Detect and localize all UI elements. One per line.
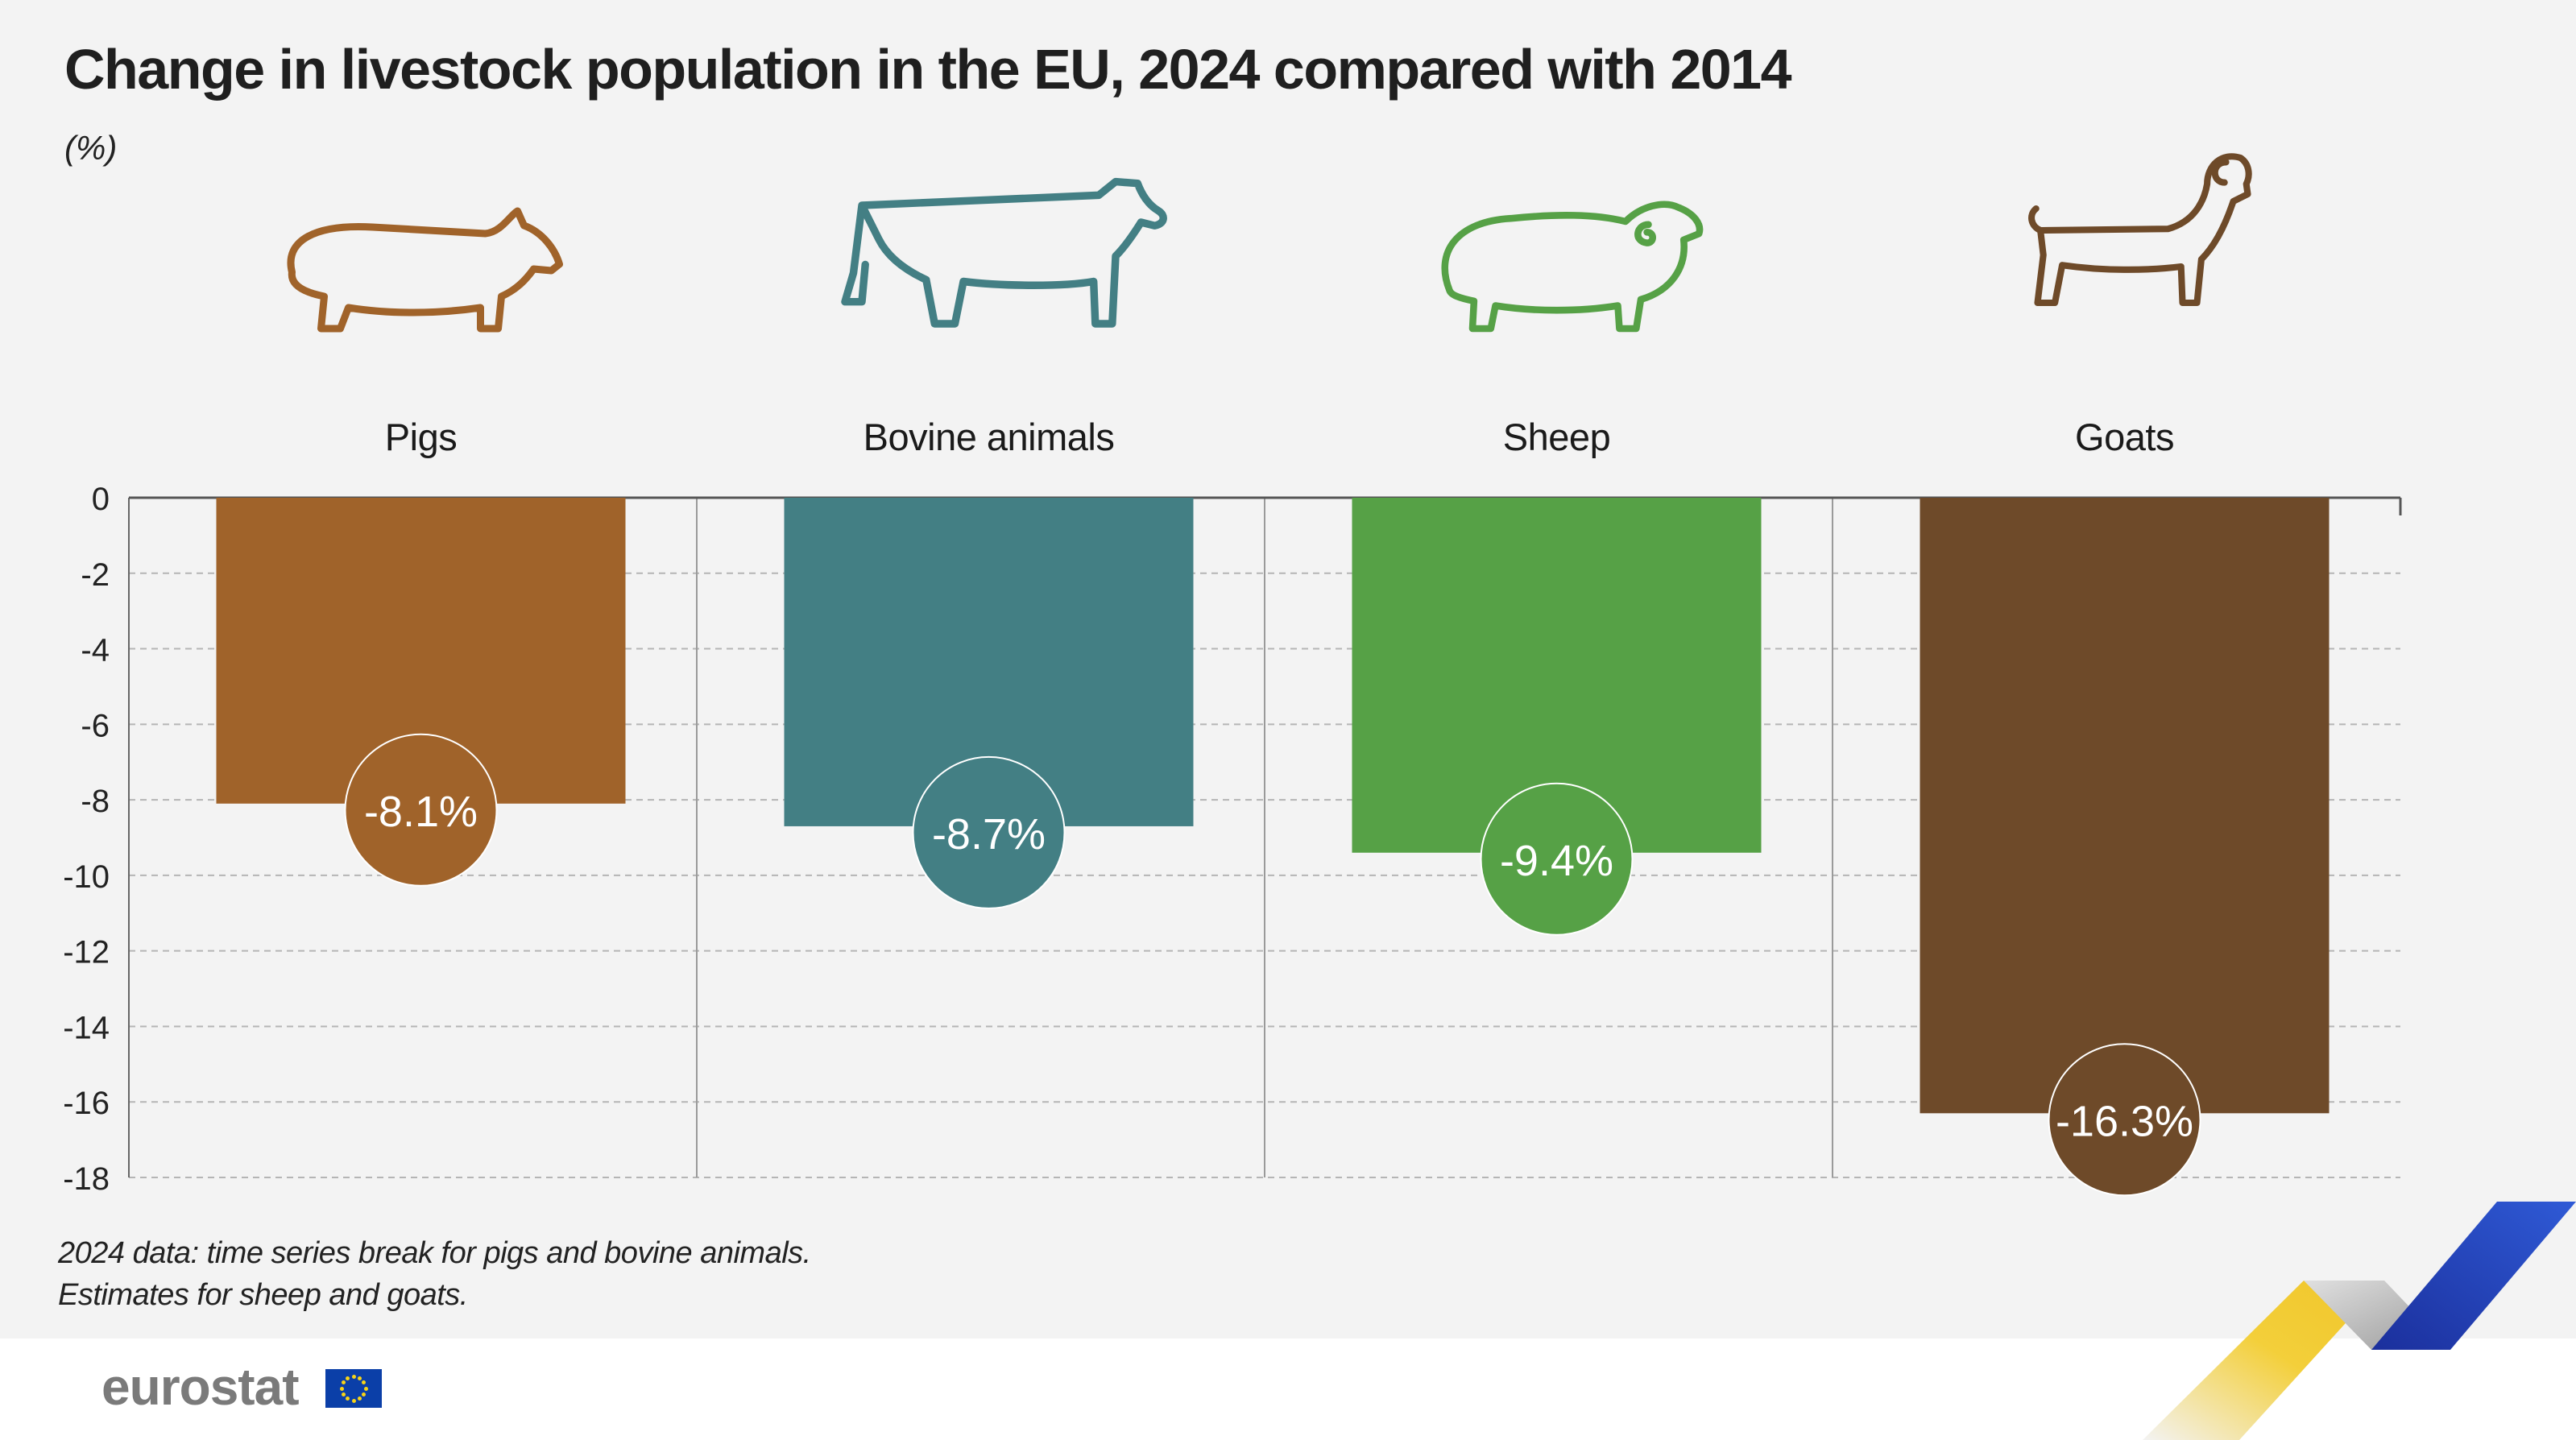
flag-star	[339, 1386, 344, 1391]
goat-icon	[2028, 153, 2252, 307]
data-label-badge	[912, 755, 1066, 909]
decorative-ribbon-icon	[2143, 1202, 2576, 1440]
pig-icon	[287, 207, 563, 333]
flag-star	[358, 1376, 362, 1380]
y-tick-label: -12	[63, 935, 110, 970]
category-label: Pigs	[384, 416, 458, 458]
footer-bar	[0, 1339, 2576, 1440]
chart-title: Change in livestock population in the EU…	[64, 38, 1792, 101]
unit-label: (%)	[64, 129, 118, 167]
flag-star	[346, 1397, 350, 1401]
y-tick-label: -4	[81, 633, 110, 668]
eu-flag-icon	[325, 1369, 382, 1408]
y-tick-label: -2	[81, 557, 110, 593]
y-tick-label: 0	[92, 482, 110, 517]
flag-star	[341, 1380, 346, 1384]
cow-icon	[841, 177, 1167, 328]
flag-star	[358, 1397, 362, 1401]
y-tick-label: -16	[63, 1086, 110, 1121]
bar-chart: 0 -2 -4 -6 -8 -10 -12 -14 -16 -18 -8.1% -8.7% -9.4% -…	[63, 153, 2402, 1197]
data-label: -8.7%	[932, 810, 1046, 859]
eurostat-logo: eurostat	[101, 1358, 299, 1416]
footnote-line-2: Estimates for sheep and goats.	[58, 1278, 468, 1312]
flag-star	[346, 1376, 350, 1380]
bar-goats	[1920, 498, 2330, 1114]
data-label-badge	[344, 733, 498, 887]
y-tick-label: -10	[63, 859, 110, 895]
data-label-badge	[2048, 1043, 2201, 1197]
y-tick-label: -18	[63, 1161, 110, 1197]
y-tick-label: -14	[63, 1010, 110, 1045]
y-tick-label: -8	[81, 784, 110, 819]
footnote-line-1: 2024 data: time series break for pigs an…	[58, 1236, 811, 1270]
flag-star	[363, 1386, 368, 1391]
flag-star	[351, 1398, 356, 1403]
data-label: -8.1%	[364, 788, 478, 836]
flag-star	[362, 1380, 367, 1384]
flag-star	[341, 1392, 346, 1397]
category-label: Goats	[2075, 416, 2174, 458]
y-tick-label: -6	[81, 708, 110, 743]
footnote: 2024 data: time series break for pigs an…	[58, 1232, 811, 1316]
category-label: Sheep	[1502, 416, 1611, 458]
data-label: -9.4%	[1500, 837, 1613, 885]
flag-star	[351, 1374, 356, 1379]
sheep-icon	[1441, 201, 1704, 333]
data-label: -16.3%	[2056, 1097, 2193, 1145]
category-label: Bovine animals	[863, 416, 1115, 458]
flag-star	[362, 1392, 367, 1397]
data-label-badge	[1480, 782, 1634, 936]
